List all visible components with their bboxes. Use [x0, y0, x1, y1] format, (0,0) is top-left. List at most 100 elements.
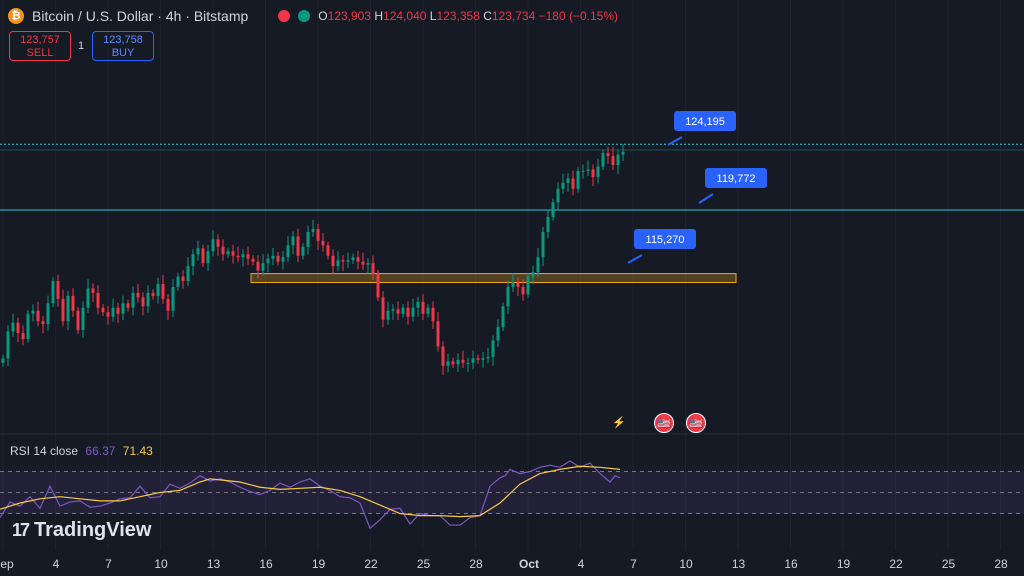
symbol-title[interactable]: Bitcoin / U.S. Dollar · 4h · Bitstamp	[32, 8, 249, 24]
candle	[301, 246, 305, 256]
us-event-flag-icon[interactable]: 🇺🇸	[654, 413, 674, 433]
economic-event-icon[interactable]: ⚡	[612, 416, 626, 429]
buy-button[interactable]: 123,758 BUY	[92, 31, 154, 61]
us-event-flag-icon[interactable]: 🇺🇸	[686, 413, 706, 433]
time-axis-label: 25	[941, 557, 956, 571]
time-axis-label: 16	[784, 557, 798, 571]
candle	[186, 266, 190, 282]
candle	[166, 298, 170, 311]
rsi-line	[0, 460, 621, 530]
candle	[456, 359, 460, 365]
candle	[136, 292, 140, 298]
candle	[426, 307, 430, 314]
time-axis-label: 10	[679, 557, 693, 571]
candle	[261, 263, 265, 271]
candle	[461, 359, 465, 363]
time-axis-label: 22	[889, 557, 903, 571]
data-status-dot-icon[interactable]	[298, 10, 311, 22]
sell-price: 123,757	[20, 34, 60, 46]
candle	[416, 301, 420, 308]
candle	[311, 228, 315, 232]
price-callout-label: 115,270	[646, 234, 685, 246]
candle	[71, 295, 75, 311]
candle	[36, 310, 40, 322]
price-callout-label: 124,195	[685, 116, 725, 128]
candle	[141, 297, 145, 307]
candle	[376, 273, 380, 298]
candle	[511, 282, 515, 287]
candle	[66, 295, 70, 322]
candle	[96, 292, 100, 308]
time-axis-label: 28	[469, 557, 483, 571]
candle	[446, 361, 450, 366]
candle	[86, 288, 90, 308]
candle	[586, 169, 590, 171]
callout-pointer	[698, 193, 714, 204]
order-quantity[interactable]: 1	[78, 40, 85, 52]
candle	[191, 254, 195, 267]
candle	[536, 257, 540, 273]
candle	[566, 178, 570, 183]
candle	[546, 217, 550, 232]
candle	[1, 358, 5, 363]
candle	[56, 281, 60, 299]
candle	[351, 257, 355, 261]
symbol-header: ₿ Bitcoin / U.S. Dollar · 4h · Bitstamp …	[8, 6, 618, 26]
candle	[291, 236, 295, 246]
tradingview-logo[interactable]: 17 TradingView	[12, 519, 151, 542]
candle	[551, 202, 555, 218]
candle	[171, 286, 175, 311]
market-closed-dot-icon[interactable]	[278, 10, 291, 22]
time-axis-label: ep	[0, 557, 14, 571]
sell-button[interactable]: 123,757 SELL	[9, 31, 71, 61]
candle	[316, 228, 320, 241]
candle	[91, 288, 95, 293]
candle	[436, 321, 440, 347]
candle	[516, 282, 520, 287]
candle	[331, 255, 335, 267]
candle	[216, 239, 220, 247]
candle	[501, 306, 505, 328]
candle	[386, 310, 390, 320]
time-axis-label: 19	[311, 557, 326, 571]
candle	[356, 257, 360, 262]
candle	[556, 188, 560, 203]
candle	[441, 346, 445, 366]
candle	[341, 260, 345, 262]
candle	[211, 239, 215, 252]
candle	[11, 322, 15, 332]
candle	[181, 276, 185, 282]
candle	[381, 297, 385, 320]
callout-pointer	[667, 136, 683, 146]
candle	[21, 333, 25, 340]
rsi-ma-line	[0, 465, 621, 518]
candle	[361, 261, 365, 265]
candle	[256, 261, 260, 271]
candle	[201, 248, 205, 264]
time-axis-label: 22	[364, 557, 378, 571]
rsi-value: 66.37	[85, 444, 116, 458]
candle	[596, 166, 600, 177]
bitcoin-icon: ₿	[8, 8, 24, 24]
candle	[161, 284, 165, 299]
candle	[611, 156, 615, 166]
candle	[61, 298, 65, 322]
logo-text: TradingView	[34, 519, 152, 541]
candle	[371, 263, 375, 274]
candle	[276, 255, 280, 262]
candle	[321, 240, 325, 246]
candle	[241, 254, 245, 258]
candle	[401, 307, 405, 314]
candle	[286, 245, 290, 258]
candle	[196, 248, 200, 255]
candle	[26, 313, 30, 340]
candle	[281, 257, 285, 262]
rsi-legend[interactable]: RSI 14 close 66.37 71.43	[10, 444, 153, 458]
candle	[251, 258, 255, 262]
candle	[346, 260, 350, 262]
buy-label: BUY	[111, 47, 135, 59]
candle	[406, 307, 410, 317]
sell-label: SELL	[26, 47, 54, 59]
time-axis-label: 13	[206, 557, 221, 571]
